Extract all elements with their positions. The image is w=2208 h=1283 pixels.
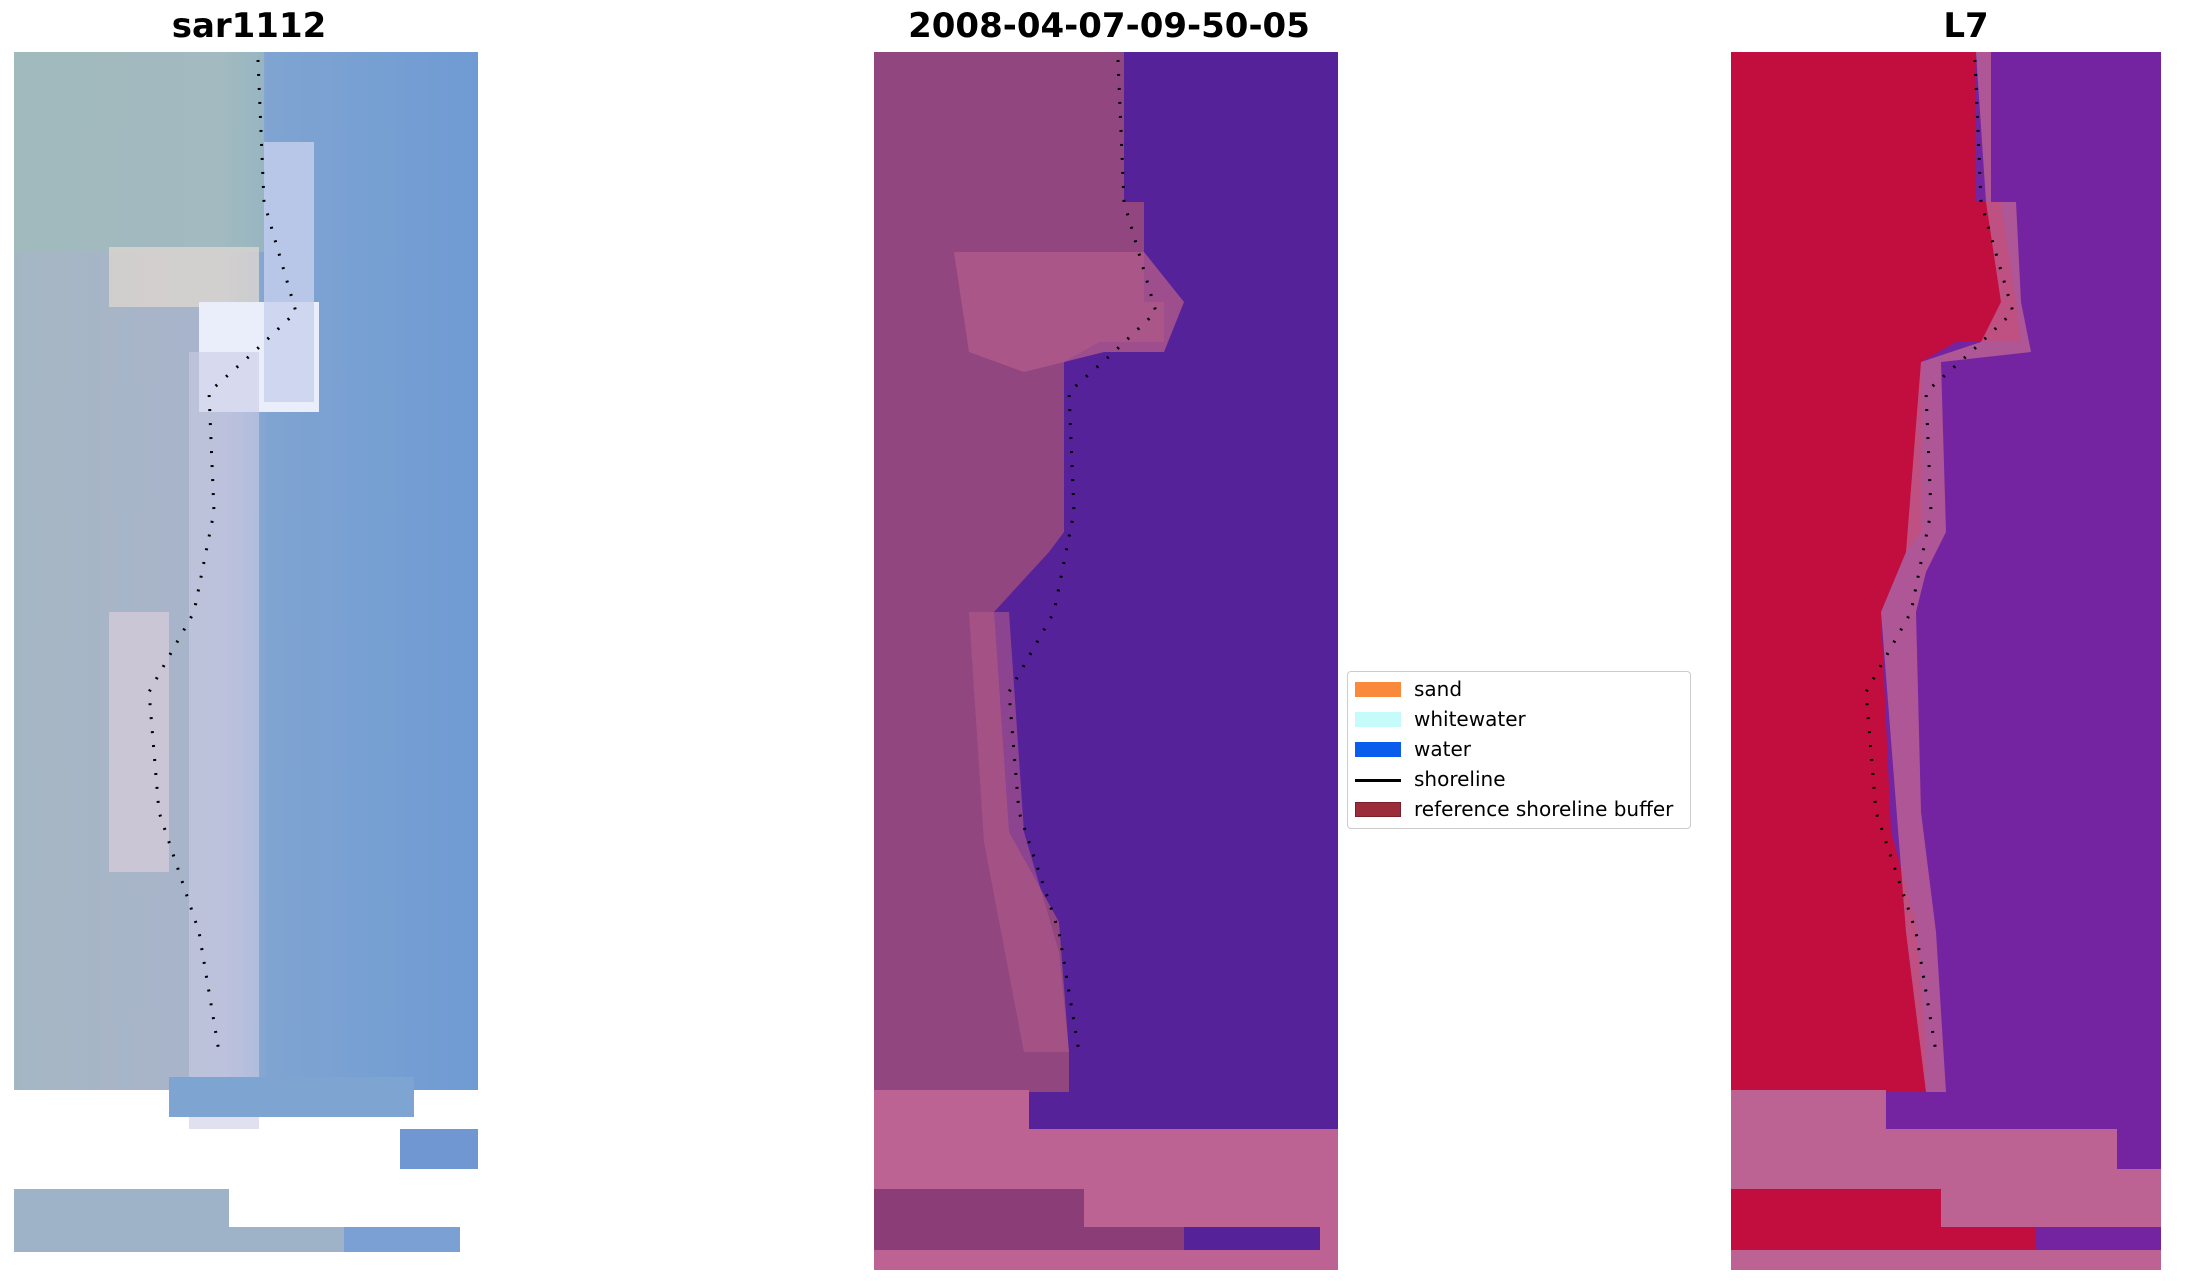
classified-image [874, 52, 1338, 1270]
panel-l7: L7 [1731, 0, 2201, 1283]
sand-swatch [1355, 682, 1401, 697]
panel-title: sar1112 [171, 6, 327, 46]
legend-item-shoreline: shoreline [1348, 762, 1690, 792]
water-swatch [1355, 742, 1401, 757]
legend-label: shoreline [1414, 767, 1506, 791]
legend-label: whitewater [1414, 707, 1526, 731]
legend-item-buffer: reference shoreline buffer [1348, 792, 1690, 822]
l7-false-color-image [1731, 52, 2161, 1270]
panel-sar: sar1112 [14, 0, 484, 1283]
legend-item-sand: sand [1348, 672, 1690, 702]
whitewater-swatch [1355, 712, 1401, 727]
legend-item-whitewater: whitewater [1348, 702, 1690, 732]
panel-title: L7 [1943, 6, 1989, 46]
legend-label: sand [1414, 677, 1463, 701]
panel-title: 2008-04-07-09-50-05 [908, 6, 1310, 46]
legend-label: reference shoreline buffer [1414, 797, 1674, 821]
sar-rgb-image [14, 52, 478, 1252]
panel-classified: 2008-04-07-09-50-05 [874, 0, 1344, 1283]
shoreline-line-swatch [1355, 779, 1401, 782]
legend-item-water: water [1348, 732, 1690, 762]
legend-label: water [1414, 737, 1471, 761]
buffer-swatch [1355, 802, 1401, 817]
legend: sand whitewater water shoreline referenc… [1347, 671, 1691, 829]
